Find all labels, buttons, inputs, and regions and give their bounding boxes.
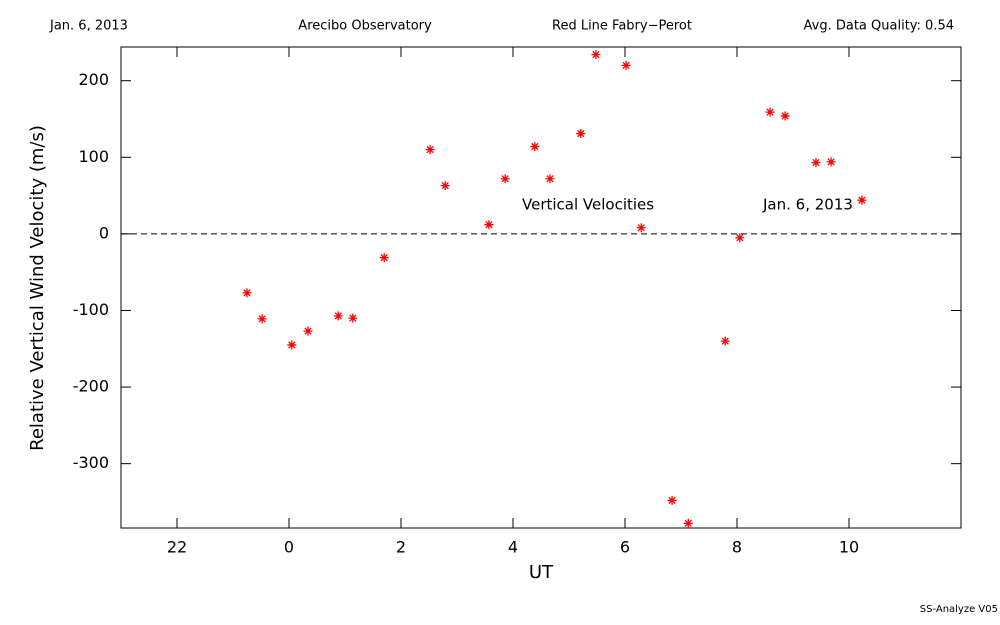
y-tick-label: -300 [73,453,109,472]
y-tick-label: 100 [78,147,109,166]
y-tick-label: -100 [73,300,109,319]
point [826,157,836,167]
point [545,174,555,184]
quality-header: Avg. Data Quality: 0.54 [804,19,954,34]
point [333,311,343,321]
y-tick-label: 200 [78,70,109,89]
point [379,253,389,263]
observatory-header: Arecibo Observatory [298,19,432,34]
point [484,220,494,230]
x-tick-label: 8 [732,538,742,557]
point [348,313,358,323]
point [425,145,435,155]
footer: SS-Analyze V05 [920,604,998,615]
instrument-header: Red Line Fabry−Perot [552,19,692,34]
point [667,495,677,505]
point [735,233,745,243]
point [500,174,510,184]
point [576,129,586,139]
point [530,142,540,152]
annotation: Vertical Velocities [522,196,654,214]
point [765,107,775,117]
point [440,181,450,191]
point [857,195,867,205]
point [287,340,297,350]
point [242,288,252,298]
x-tick-label: 0 [284,538,294,557]
annotation: Jan. 6, 2013 [762,196,853,214]
point [257,314,267,324]
point [683,518,693,528]
x-tick-label: 22 [167,538,187,557]
y-tick-label: 0 [99,223,109,242]
x-axis-label: UT [529,562,554,583]
point [591,50,601,60]
point [636,223,646,233]
plot-frame [120,46,962,529]
y-axis-label: Relative Vertical Wind Velocity (m/s) [27,125,48,451]
point [621,60,631,70]
date-header: Jan. 6, 2013 [49,19,128,34]
x-tick-label: 4 [508,538,518,557]
x-tick-label: 6 [620,538,630,557]
point [811,158,821,168]
point [303,326,313,336]
x-tick-label: 10 [839,538,859,557]
point [780,111,790,121]
x-tick-label: 2 [396,538,406,557]
point [720,336,730,346]
y-tick-label: -200 [73,377,109,396]
